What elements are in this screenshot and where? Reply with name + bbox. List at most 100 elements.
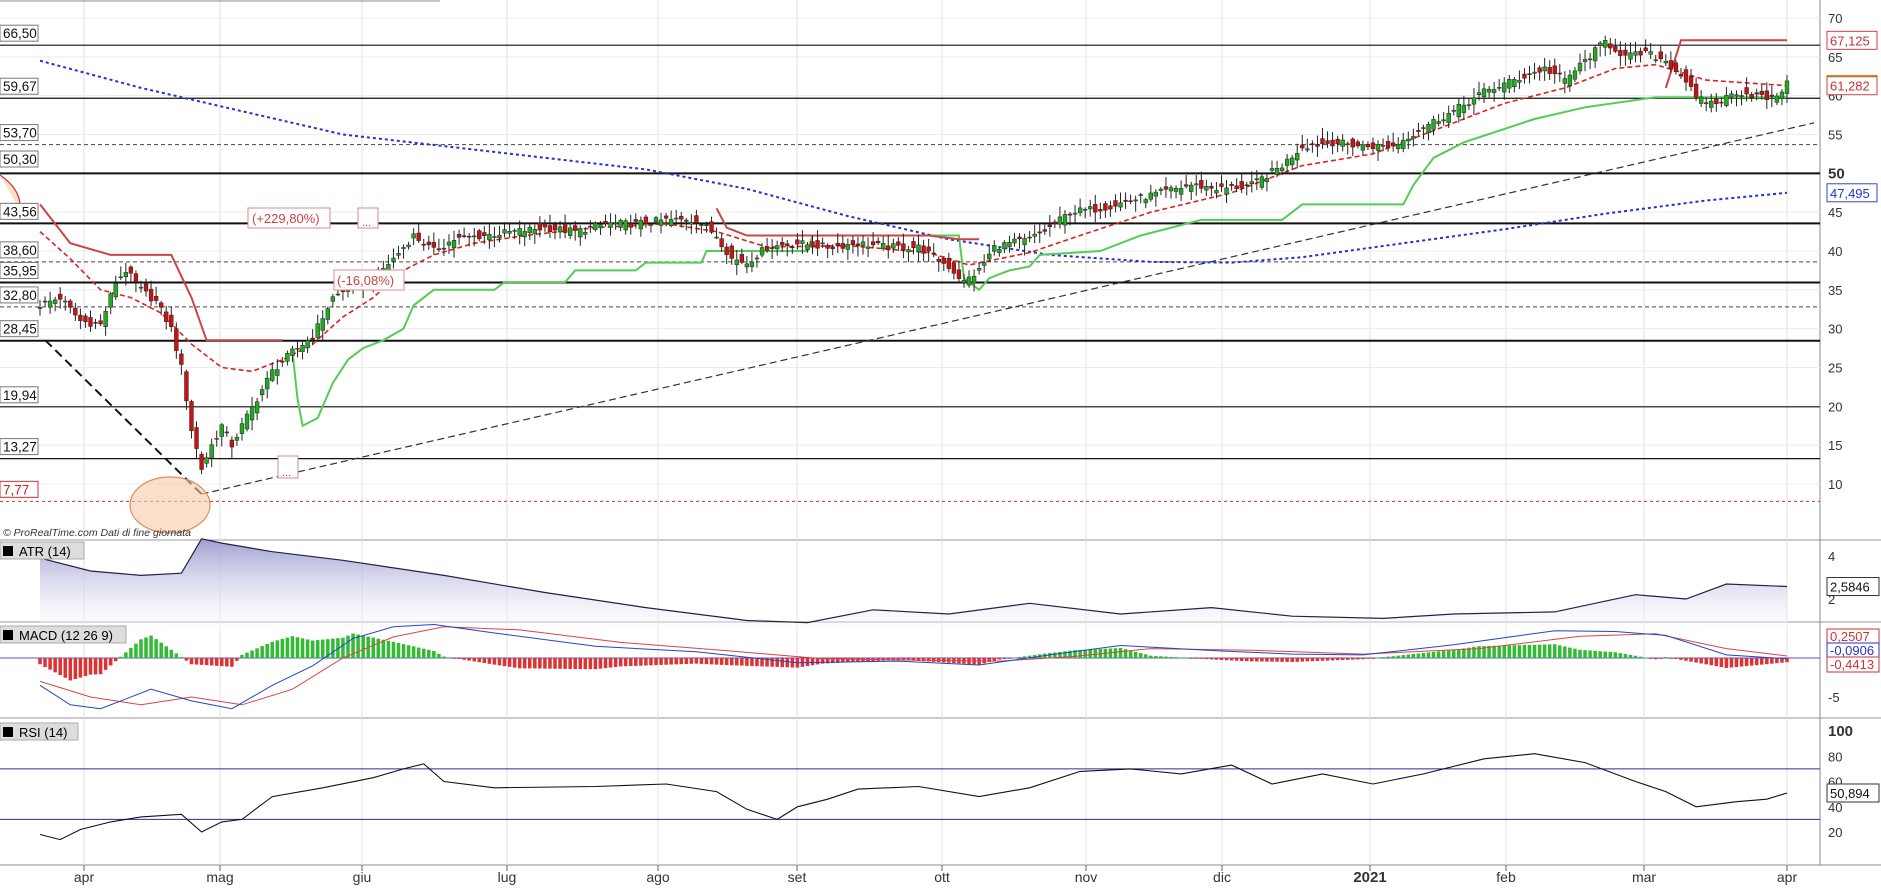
macd-histogram-bar [1739,658,1744,667]
macd-histogram-bar [452,658,456,659]
candle-body [1057,216,1063,225]
macd-histogram-bar [1436,651,1441,658]
macd-histogram-bar [1204,658,1209,660]
macd-histogram-bar [113,658,118,662]
macd-y-tick-label: -5 [1828,690,1840,705]
macd-histogram-bar [1209,658,1214,660]
macd-histogram-bar [618,658,623,667]
macd-histogram-bar [295,637,300,658]
macd-histogram-bar [815,658,820,665]
macd-histogram-bar [1174,657,1178,658]
candle-body [300,345,305,352]
candle-body [290,348,295,356]
macd-histogram-bar [411,646,416,658]
macd-histogram-bar [1759,658,1764,665]
x-tick-label-feb: feb [1496,869,1516,885]
macd-histogram-bar [1138,653,1143,658]
candle-body [1077,207,1083,214]
candle-body [1698,96,1704,104]
candle-body [1507,79,1512,89]
macd-histogram-bar [1300,658,1305,662]
candle-body [1168,187,1174,192]
candle-body [1007,242,1012,248]
macd-histogram-bar [1022,656,1027,658]
candle-body [1098,209,1103,212]
copyright-label: © ProRealTime.com Dati di fine giornata [3,527,191,539]
macd-histogram-bar [1280,658,1284,662]
macd-histogram-bar [240,654,244,658]
candle-body [1779,91,1785,99]
rsi-line [39,753,1788,841]
candle-body [1491,89,1497,93]
candle-body [860,241,866,246]
macd-histogram-bar [1310,658,1315,662]
candle-body [219,424,224,437]
candle-body [1093,204,1098,213]
macd-histogram-bar [275,640,280,658]
candle-body [1310,143,1315,146]
macd-histogram-bar [320,639,325,658]
macd-histogram-bar [846,658,850,663]
macd-histogram-bar [1068,650,1072,658]
macd-histogram-bar [714,658,719,665]
macd-histogram-bar [588,658,593,670]
macd-histogram-bar [583,658,588,670]
annotation-box [247,207,331,229]
macd-histogram-bar [1361,658,1365,660]
macd-histogram-bar [209,658,214,666]
low-marker-ellipse [129,476,211,534]
macd-histogram-bar [1224,658,1229,661]
candle-body [825,245,830,249]
macd-histogram-bar [1032,654,1037,658]
candle-body [1153,191,1159,197]
candle-body [497,234,502,239]
candle-body [461,235,467,237]
macd-histogram-bar [457,658,461,659]
macd-histogram-bar [805,658,810,667]
candle-body [1183,184,1189,187]
macd-histogram-bar [810,658,815,666]
macd-histogram-bar [477,658,482,663]
candle-body [1623,49,1628,56]
candle-body [391,257,396,262]
macd-histogram-bar [1765,658,1769,665]
macd-histogram-bar [305,639,310,658]
candle-body [265,377,270,390]
candle-body [800,240,805,244]
candle-body [52,299,58,304]
candle-body [1461,104,1467,113]
macd-histogram-bar [517,658,522,669]
macd-histogram-bar [568,658,572,669]
level-label-box [0,438,39,456]
atr-line [39,538,1788,624]
macd-histogram-bar [189,658,194,665]
candle-body [1274,168,1280,175]
price-y-tick-label: 65 [1828,50,1842,65]
macd-histogram-bar [740,658,744,666]
candle-body [780,242,785,246]
x-tick-label-mar: mar [1632,869,1656,885]
macd-value-label: -0,0906 [1830,643,1874,658]
macd-histogram-bar [1330,658,1335,661]
x-tick-label-set: set [788,869,807,885]
macd-histogram-bar [694,658,699,664]
macd-histogram-bar [1133,651,1138,658]
macd-histogram-bar [790,658,795,668]
candle-body [850,240,856,246]
candle-body [507,231,512,234]
candle-body [1567,74,1573,87]
x-tick-label-2021: 2021 [1353,869,1386,885]
level-label-box [0,124,39,142]
macd-histogram-bar [1335,658,1340,661]
macd-histogram-bar [1618,653,1623,658]
rsi-value-label: 50,894 [1830,786,1870,801]
candle-body [42,300,48,303]
candle-body [1754,92,1759,95]
price-y-tick-label: 35 [1828,283,1842,298]
candle-body [1431,119,1436,130]
macd-histogram-bar [103,658,108,670]
candle-body [224,431,229,434]
macd-histogram-bar [1780,658,1784,663]
macd-histogram-bar [1537,644,1542,658]
macd-histogram-bar [1492,645,1496,658]
